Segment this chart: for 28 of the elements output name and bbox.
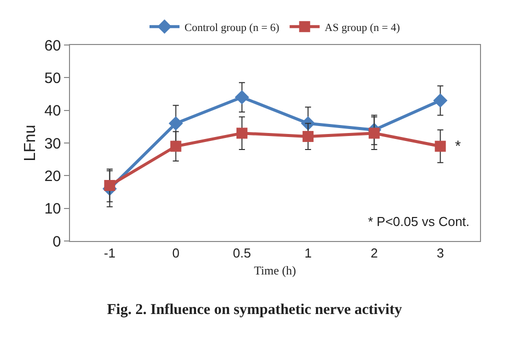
point	[302, 130, 314, 142]
text: Fig. 2. Influence on sympathetic nerve activity	[107, 302, 402, 318]
y-tick-label: 50	[44, 70, 61, 87]
x-tick-label: 3	[436, 246, 444, 261]
x-axis-title: Time (h)	[254, 264, 296, 278]
y-tick-label: 30	[44, 135, 61, 152]
point	[168, 116, 183, 131]
x-tick-label: -1	[104, 246, 116, 261]
point	[434, 140, 446, 152]
point	[170, 140, 182, 152]
point	[433, 93, 448, 108]
annotation: * P<0.05 vs Cont.	[368, 214, 470, 229]
x-tick-label: 0	[172, 246, 180, 261]
x-tick-label: 0.5	[232, 246, 251, 261]
x-tick-label: 2	[370, 246, 378, 261]
point	[104, 180, 116, 191]
y-tick-label: 40	[44, 102, 61, 120]
y-tick-label: 60	[44, 37, 61, 54]
legend-label: Control group (n = 6)	[184, 22, 280, 34]
y-tick-label: 10	[44, 200, 61, 218]
point	[236, 128, 248, 139]
point	[234, 90, 250, 104]
annotation: *	[455, 138, 461, 155]
y-axis-title: LFnu	[22, 124, 40, 162]
y-tick-label: 20	[44, 168, 61, 185]
x-tick-label: 1	[304, 246, 312, 261]
point	[368, 128, 380, 139]
legend-label: AS group (n = 4)	[324, 22, 400, 34]
